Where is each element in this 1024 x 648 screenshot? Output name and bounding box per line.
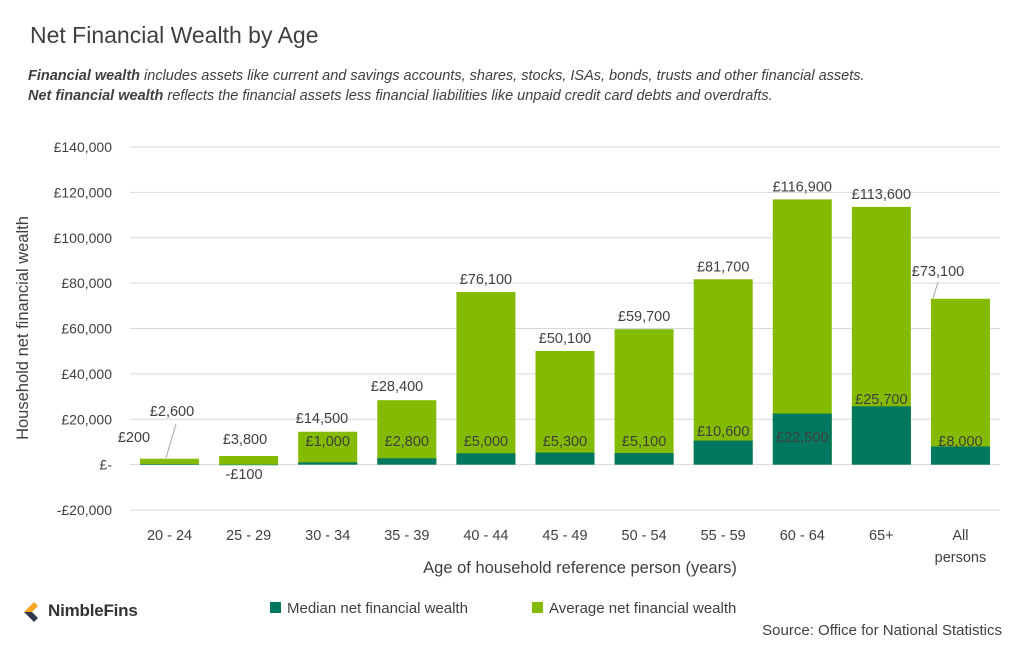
legend-label-average: Average net financial wealth — [549, 600, 736, 617]
data-label-median: £8,000 — [938, 434, 982, 450]
source-note: Source: Office for National Statistics — [762, 622, 1002, 639]
label-leader-line — [932, 281, 939, 299]
nimblefins-logo-icon — [24, 602, 38, 622]
y-tick-label: £20,000 — [61, 411, 112, 427]
x-tick-label: 20 - 24 — [147, 528, 192, 544]
chart-subtitle: Financial wealth includes assets like cu… — [28, 66, 1008, 106]
data-label-median: £2,800 — [385, 434, 429, 450]
subtitle-line-2: Net financial wealth reflects the financ… — [28, 86, 1008, 106]
bar-median — [535, 452, 595, 465]
bar-median — [140, 464, 200, 465]
y-tick-label: £40,000 — [61, 366, 112, 382]
subtitle-line-1: Financial wealth includes assets like cu… — [28, 66, 1008, 86]
x-tick-label: 45 - 49 — [542, 528, 587, 544]
data-label-average: £3,800 — [223, 432, 267, 448]
legend-swatch-median — [270, 602, 281, 613]
bar-average — [693, 279, 753, 465]
bar-average — [535, 350, 595, 465]
brand-logo: NimbleFins — [22, 600, 138, 622]
label-leader-line — [165, 423, 177, 459]
subtitle-term-financial-wealth: Financial wealth — [28, 68, 140, 84]
x-tick-label: persons — [935, 550, 987, 566]
bar-median — [772, 413, 832, 465]
bar-median — [298, 462, 358, 465]
x-tick-label: 50 - 54 — [622, 528, 667, 544]
y-axis-title: Household net financial wealth — [14, 216, 32, 440]
y-tick-label: £- — [100, 457, 113, 473]
data-label-median: £10,600 — [697, 424, 749, 440]
bar-average — [930, 298, 990, 465]
y-tick-label: -£20,000 — [57, 502, 112, 518]
data-label-median: -£100 — [225, 467, 262, 483]
y-tick-label: £60,000 — [61, 321, 112, 337]
data-label-average: £113,600 — [852, 187, 911, 203]
y-tick-label: £80,000 — [61, 275, 112, 291]
legend-swatch-average — [532, 602, 543, 613]
bar-average — [140, 458, 200, 465]
x-tick-label: 55 - 59 — [701, 528, 746, 544]
bar-median — [930, 446, 990, 465]
subtitle-definition-1: includes assets like current and savings… — [140, 68, 865, 84]
x-tick-label: 65+ — [869, 528, 894, 544]
data-label-average: £81,700 — [697, 259, 749, 275]
data-label-average: £14,500 — [296, 411, 348, 427]
data-label-average: £116,900 — [773, 179, 832, 195]
bar-median — [377, 458, 437, 465]
subtitle-definition-2: reflects the financial assets less finan… — [163, 88, 773, 104]
x-tick-label: 60 - 64 — [780, 528, 825, 544]
chart-title: Net Financial Wealth by Age — [30, 22, 319, 48]
data-label-median: £200 — [118, 430, 150, 446]
x-tick-label: 40 - 44 — [463, 528, 508, 544]
data-label-median: £5,300 — [543, 434, 587, 450]
data-label-average: £28,400 — [371, 379, 423, 395]
subtitle-term-net-financial-wealth: Net financial wealth — [28, 88, 164, 104]
y-tick-label: £140,000 — [54, 139, 113, 155]
logo-text: NimbleFins — [48, 601, 138, 620]
bar-average — [377, 400, 437, 465]
legend-label-median: Median net financial wealth — [287, 600, 468, 617]
data-label-median: £5,000 — [464, 434, 508, 450]
data-label-median: £22,500 — [776, 430, 828, 446]
bar-median — [614, 453, 674, 465]
bar-average — [219, 456, 279, 465]
bar-average — [298, 431, 358, 465]
y-tick-label: £120,000 — [54, 184, 113, 200]
bar-median — [851, 406, 911, 465]
data-label-average: £59,700 — [618, 309, 670, 325]
x-tick-label: 30 - 34 — [305, 528, 350, 544]
data-label-median: £5,100 — [622, 434, 666, 450]
bar-median — [693, 440, 753, 465]
bar-median — [219, 464, 279, 466]
data-label-average: £76,100 — [460, 272, 512, 288]
bar-median — [456, 453, 516, 465]
data-label-median: £25,700 — [855, 392, 907, 408]
data-label-average: £73,100 — [912, 264, 964, 280]
data-label-average: £2,600 — [150, 404, 194, 420]
x-axis-title: Age of household reference person (years… — [423, 559, 737, 577]
x-tick-label: 25 - 29 — [226, 528, 271, 544]
bar-average — [456, 291, 516, 465]
bar-average — [614, 329, 674, 465]
data-label-average: £50,100 — [539, 331, 591, 347]
x-tick-label: All — [952, 528, 968, 544]
data-label-median: £1,000 — [306, 434, 350, 450]
x-tick-label: 35 - 39 — [384, 528, 429, 544]
y-tick-label: £100,000 — [54, 230, 113, 246]
